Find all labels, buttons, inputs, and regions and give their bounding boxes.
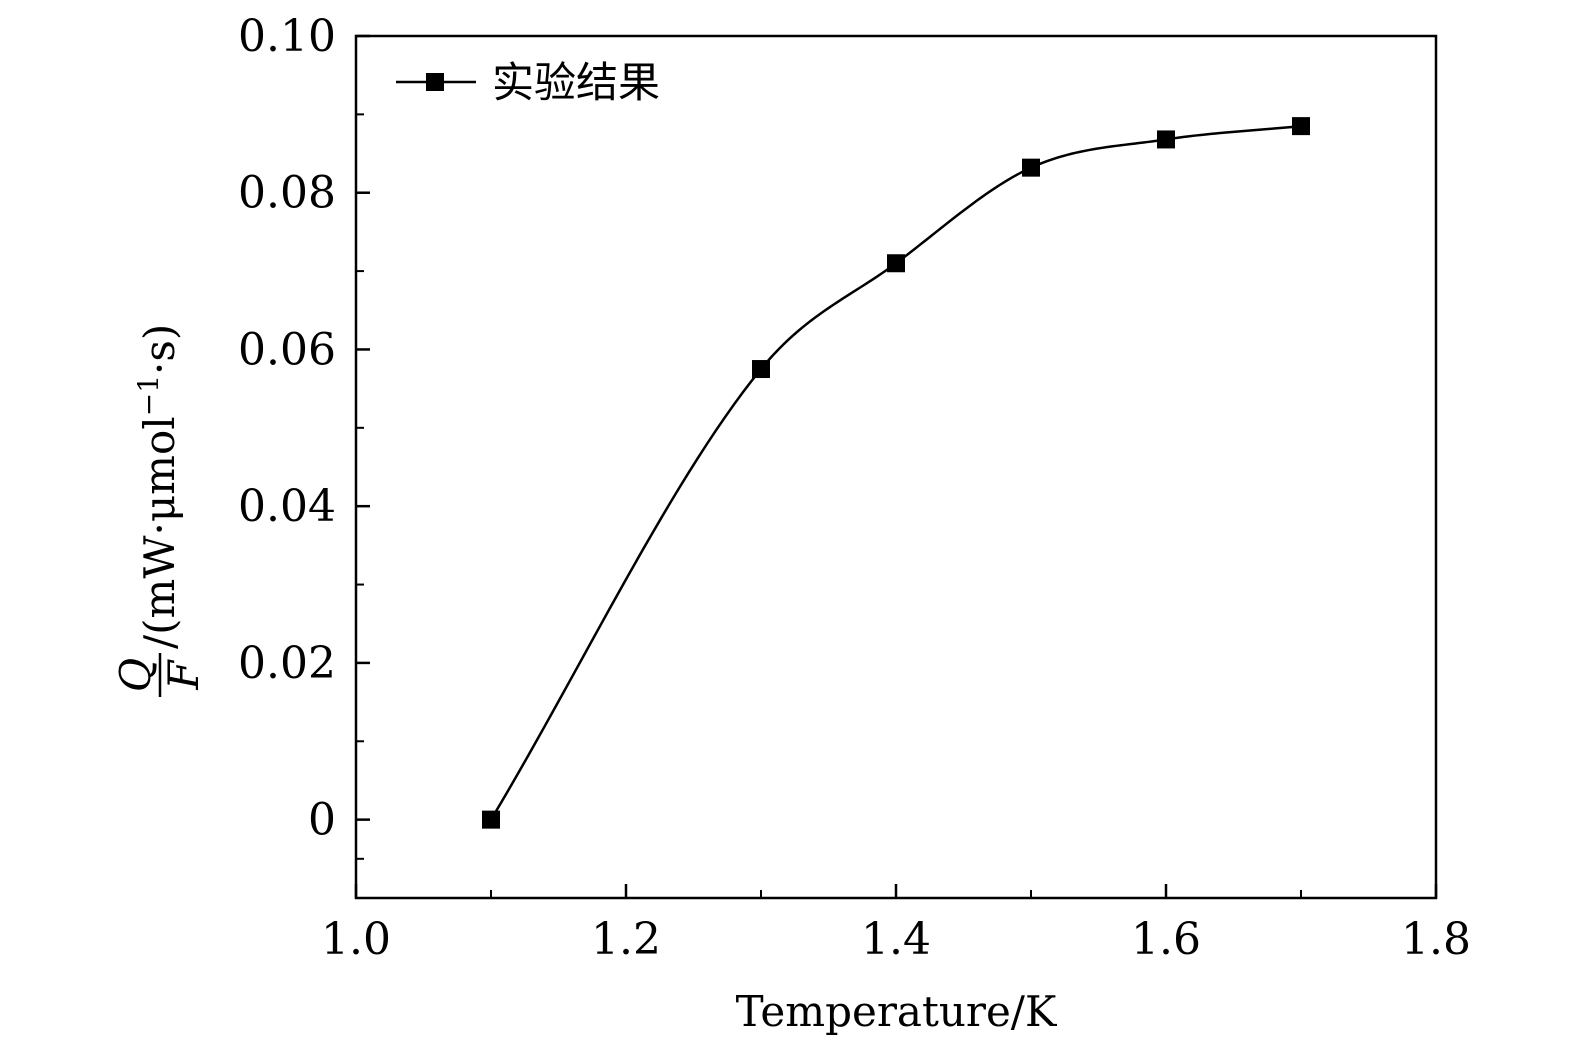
series-markers [482,117,1310,829]
y-axis-unit-suffix: ·s) [135,324,184,375]
y-tick-label: 0.02 [238,638,336,689]
plot-frame [354,34,1438,900]
legend-marker [426,73,444,91]
legend-label: 实验结果 [492,58,660,107]
series-line [489,124,1302,821]
data-point [1292,117,1310,136]
y-axis-title: Q F /(mW·μmol−1·s) [111,324,208,697]
y-axis-title-numerator: Q [111,658,160,692]
y-tick-label: 0.08 [238,168,336,219]
y-tick-label: 0.04 [238,481,336,532]
y-axis-unit-sup: −1 [132,375,165,416]
y-tick-label: 0.10 [238,11,336,62]
x-tick-label: 1.6 [1131,914,1201,965]
x-tick-label: 1.8 [1401,914,1471,965]
x-tick-label: 1.0 [321,914,391,965]
y-tick-label: 0 [308,795,336,846]
x-tick-label: 1.4 [861,914,931,965]
legend: 实验结果 [396,58,660,107]
y-axis-title-unit: /(mW·μmol−1·s) [132,324,184,649]
y-axis-unit-prefix: /(mW·μmol [135,416,184,649]
x-tick-label: 1.2 [591,914,661,965]
y-axis-title-denominator: F [159,659,208,691]
data-point [752,360,770,379]
axis-ticks [354,34,1438,898]
data-point [1022,158,1040,177]
tick-labels: 1.0 1.2 1.4 1.6 1.8 0 0.02 0.04 0.06 0.08 0.10 [238,11,1471,965]
data-point [482,810,500,829]
data-point [1157,130,1175,149]
x-axis-title: Temperature/K [736,987,1058,1036]
y-tick-label: 0.06 [238,324,336,375]
data-point [887,254,905,273]
